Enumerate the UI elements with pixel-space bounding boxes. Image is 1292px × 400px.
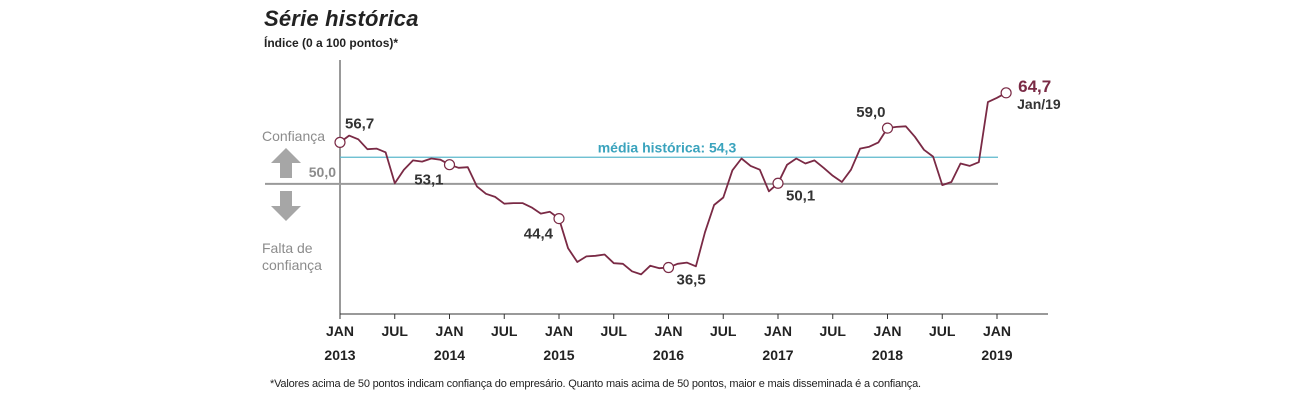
confidence-label: Confiança bbox=[262, 128, 326, 144]
x-tick-year: 2014 bbox=[434, 347, 465, 363]
data-label: 36,5 bbox=[677, 272, 706, 289]
x-tick-year: 2018 bbox=[872, 347, 903, 363]
data-label-date: Jan/19 bbox=[1017, 96, 1061, 112]
data-label: 56,7 bbox=[345, 115, 374, 132]
chart-subtitle: Índice (0 a 100 pontos)* bbox=[264, 36, 399, 50]
data-point-marker bbox=[1000, 87, 1012, 99]
x-tick-label: JUL bbox=[601, 323, 628, 339]
data-point-marker bbox=[772, 177, 784, 189]
x-tick-year: 2019 bbox=[981, 347, 1012, 363]
data-point-marker bbox=[334, 136, 346, 148]
x-tick-year: 2015 bbox=[543, 347, 574, 363]
x-tick-year: 2013 bbox=[324, 347, 355, 363]
x-tick-label: JUL bbox=[820, 323, 847, 339]
data-point-marker bbox=[881, 122, 894, 134]
no-confidence-label-line2: confiança bbox=[262, 257, 322, 273]
x-tick-label: JAN bbox=[326, 323, 354, 339]
x-tick-year: 2016 bbox=[653, 347, 684, 363]
data-label: 50,1 bbox=[786, 187, 815, 204]
x-tick-label: JAN bbox=[654, 323, 682, 339]
x-tick-label: JAN bbox=[545, 323, 573, 339]
x-tick-label: JAN bbox=[873, 323, 901, 339]
up-arrow-icon bbox=[271, 148, 301, 178]
data-label: 64,7 bbox=[1018, 77, 1051, 96]
mean-label: média histórica: 54,3 bbox=[598, 139, 737, 155]
x-tick-label: JUL bbox=[929, 323, 956, 339]
data-point-marker bbox=[443, 159, 456, 171]
x-tick-year: 2017 bbox=[762, 347, 793, 363]
data-point-marker bbox=[553, 212, 565, 225]
x-tick-label: JAN bbox=[435, 323, 463, 339]
baseline-label: 50,0 bbox=[309, 164, 336, 180]
data-label: 44,4 bbox=[524, 226, 554, 243]
data-label: 53,1 bbox=[414, 172, 443, 189]
chart-title: Série histórica bbox=[264, 6, 419, 31]
no-confidence-label-line1: Falta de bbox=[262, 240, 313, 256]
x-tick-label: JUL bbox=[491, 323, 518, 339]
x-tick-label: JAN bbox=[983, 323, 1011, 339]
footnote: *Valores acima de 50 pontos indicam conf… bbox=[270, 378, 921, 390]
x-tick-label: JUL bbox=[710, 323, 737, 339]
down-arrow-icon bbox=[271, 191, 301, 221]
data-label: 59,0 bbox=[856, 104, 885, 121]
x-tick-label: JUL bbox=[382, 323, 409, 339]
data-point-marker bbox=[662, 261, 675, 274]
x-tick-label: JAN bbox=[764, 323, 792, 339]
